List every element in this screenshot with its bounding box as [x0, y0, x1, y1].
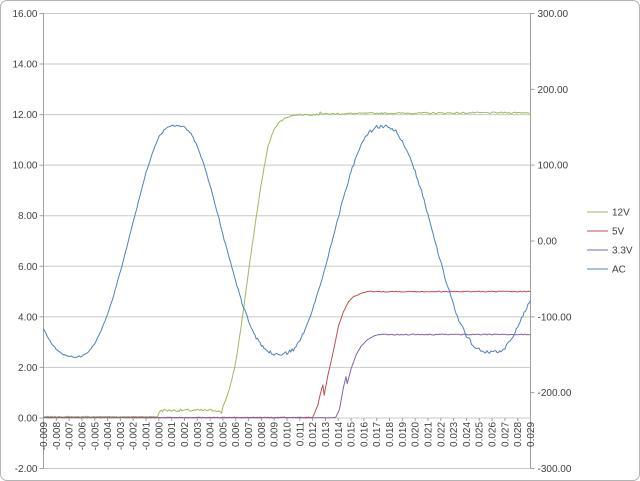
left-axis-tick-label: 10.00 — [12, 161, 37, 172]
x-axis-tick-label: -0.001 — [142, 422, 153, 451]
x-axis-tick-label: 0.012 — [308, 422, 319, 447]
series-line-ac — [43, 124, 531, 358]
left-axis-tick-label: 0.00 — [18, 413, 38, 424]
x-axis-tick-label: 0.005 — [218, 422, 229, 447]
x-axis-tick-label: 0.023 — [449, 422, 460, 447]
x-axis-tick-label: -0.004 — [103, 422, 114, 451]
right-axis-tick-label: -300.00 — [538, 464, 572, 475]
x-axis-tick-label: 0.028 — [513, 422, 524, 447]
x-axis-tick-label: 0.024 — [462, 422, 473, 447]
x-axis-tick-label: -0.003 — [116, 422, 127, 451]
legend-item: AC — [587, 265, 626, 276]
x-axis-tick-label: -0.006 — [77, 422, 88, 451]
x-axis-tick-label: 0.018 — [385, 422, 396, 447]
legend-label: AC — [612, 265, 626, 276]
right-axis-tick-label: -100.00 — [538, 312, 572, 323]
series-line-12v — [43, 111, 531, 418]
x-axis-tick-label: -0.002 — [129, 422, 140, 451]
x-axis-tick-label: 0.029 — [526, 422, 537, 447]
x-axis-tick-label: 0.013 — [321, 422, 332, 447]
x-axis-tick-label: 0.003 — [193, 422, 204, 447]
left-axis-tick-label: 14.00 — [12, 60, 37, 71]
right-axis-tick-label: 0.00 — [538, 237, 558, 248]
x-axis-tick-label: -0.008 — [52, 422, 63, 451]
right-axis-tick-label: 300.00 — [538, 9, 569, 20]
left-axis-tick-label: 16.00 — [12, 9, 37, 20]
x-axis-tick-label: 0.002 — [180, 422, 191, 447]
x-axis-tick-label: 0.015 — [347, 422, 358, 447]
legend-item: 12V — [587, 208, 630, 219]
x-axis-tick-label: 0.020 — [411, 422, 422, 447]
x-axis-tick-label: 0.009 — [270, 422, 281, 447]
x-axis-tick-label: 0.019 — [398, 422, 409, 447]
series-line-3_3v — [43, 333, 531, 419]
x-axis-tick-label: 0.006 — [231, 422, 242, 447]
left-axis-tick-label: 4.00 — [18, 312, 38, 323]
x-axis-tick-label: 0.017 — [372, 422, 383, 447]
x-axis-tick-label: 0.025 — [475, 422, 486, 447]
x-axis-tick-label: -0.005 — [90, 422, 101, 451]
x-axis-tick-label: 0.004 — [206, 422, 217, 447]
right-axis-tick-label: 100.00 — [538, 161, 569, 172]
left-axis-tick-label: 12.00 — [12, 110, 37, 121]
x-axis-tick-label: 0.016 — [359, 422, 370, 447]
x-axis-tick-label: 0.010 — [283, 422, 294, 447]
x-axis-tick-label: 0.007 — [244, 422, 255, 447]
right-axis-tick-label: 200.00 — [538, 85, 569, 96]
legend-label: 12V — [612, 208, 630, 219]
x-axis-tick-label: 0.014 — [334, 422, 345, 447]
x-axis-tick-label: 0.021 — [423, 422, 434, 447]
x-axis-tick-label: -0.007 — [65, 422, 76, 451]
x-axis-tick-label: 0.011 — [295, 422, 306, 447]
x-axis-tick-label: 0.001 — [167, 422, 178, 447]
left-axis-tick-label: 8.00 — [18, 211, 38, 222]
legend-label: 3.3V — [612, 246, 633, 257]
x-axis-tick-label: -0.009 — [39, 422, 50, 451]
x-axis-tick-label: 0.008 — [257, 422, 268, 447]
x-axis-tick-label: 0.026 — [488, 422, 499, 447]
left-axis-tick-label: -2.00 — [15, 464, 38, 475]
left-axis-tick-label: 6.00 — [18, 262, 38, 273]
x-axis-tick-label: 0.000 — [154, 422, 165, 447]
legend-label: 5V — [612, 227, 625, 238]
x-axis-tick-label: 0.027 — [500, 422, 511, 447]
right-axis-tick-label: -200.00 — [538, 388, 572, 399]
legend-item: 5V — [587, 227, 625, 238]
left-axis-tick-label: 2.00 — [18, 363, 38, 374]
legend-item: 3.3V — [587, 246, 633, 257]
x-axis-tick-label: 0.022 — [436, 422, 447, 447]
